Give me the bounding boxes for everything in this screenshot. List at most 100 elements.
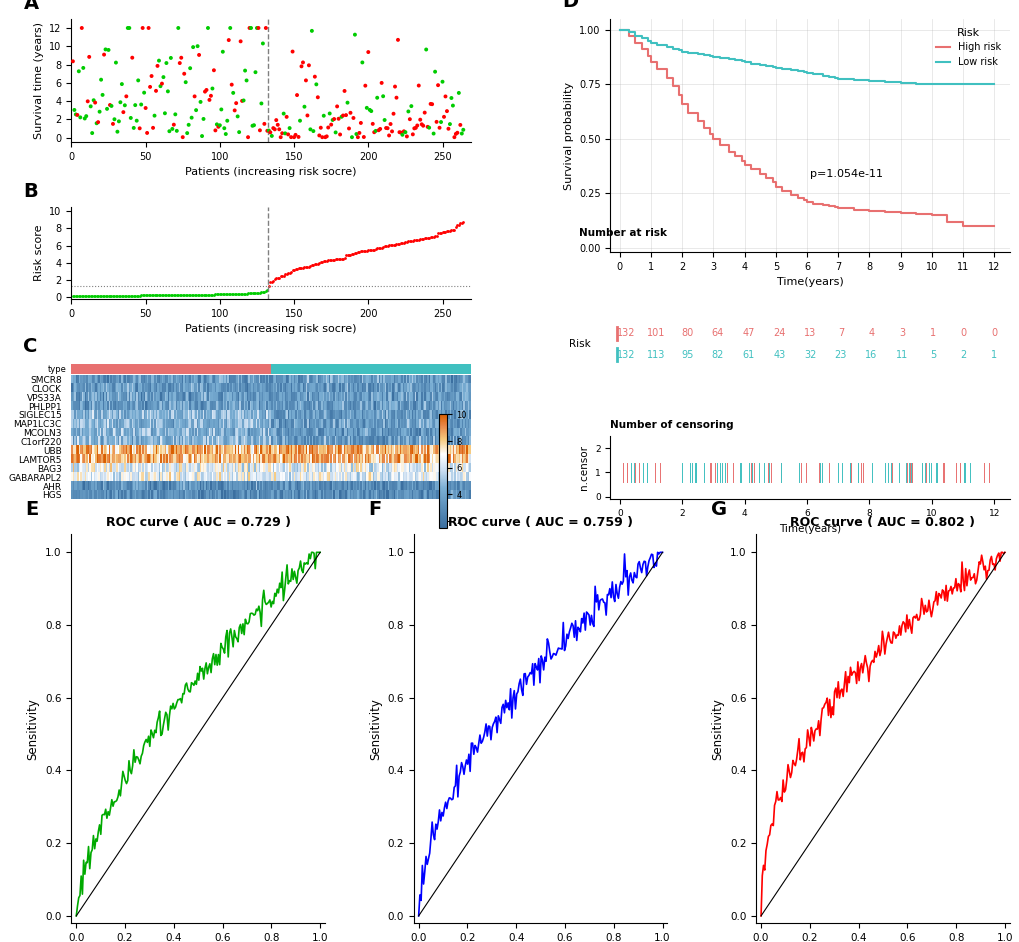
Point: [96, 47, 112, 62]
Point: [291, 261, 308, 276]
Point: [425, 229, 441, 244]
Point: [167, 106, 183, 122]
Point: [75, 60, 92, 75]
Point: [116, 98, 132, 113]
Point: [376, 239, 392, 254]
Point: [220, 286, 236, 301]
Text: E: E: [25, 499, 39, 519]
Point: [444, 98, 461, 113]
Point: [320, 253, 336, 268]
Point: [437, 224, 453, 239]
Point: [288, 88, 305, 103]
Point: [79, 288, 96, 303]
Point: [75, 288, 92, 303]
Point: [362, 242, 378, 257]
Point: [67, 289, 84, 304]
Text: 2: 2: [960, 349, 966, 360]
Point: [258, 21, 274, 36]
Point: [290, 129, 307, 144]
Point: [331, 127, 347, 142]
Point: [179, 287, 196, 302]
Point: [155, 70, 171, 85]
High risk: [650, 57, 662, 68]
Point: [378, 121, 394, 136]
Point: [296, 260, 312, 275]
Point: [118, 89, 135, 104]
Point: [345, 247, 362, 262]
Point: [406, 121, 422, 136]
Point: [310, 256, 326, 271]
Point: [279, 266, 296, 281]
Y-axis label: n.censor: n.censor: [579, 445, 589, 490]
Y-axis label: Survival probability: Survival probability: [564, 81, 573, 189]
Low risk: [894, 77, 906, 89]
Point: [186, 89, 203, 104]
Point: [307, 257, 323, 272]
Point: [301, 259, 317, 274]
Point: [83, 99, 99, 114]
Point: [155, 287, 171, 302]
Point: [428, 114, 444, 129]
Point: [76, 111, 93, 126]
Point: [258, 284, 274, 299]
Point: [201, 287, 217, 302]
Point: [366, 124, 382, 139]
Point: [337, 107, 354, 122]
Point: [454, 215, 471, 230]
Point: [330, 111, 346, 126]
Point: [403, 234, 419, 249]
Point: [372, 122, 388, 137]
Point: [373, 240, 389, 255]
Point: [112, 288, 128, 303]
Point: [119, 288, 136, 303]
Text: 113: 113: [647, 349, 665, 360]
Point: [299, 259, 315, 274]
Point: [141, 288, 157, 303]
Point: [337, 248, 354, 263]
Point: [217, 286, 233, 301]
Point: [238, 286, 255, 301]
Point: [111, 288, 127, 303]
Point: [139, 125, 155, 140]
Point: [141, 21, 157, 36]
Point: [246, 118, 262, 133]
Point: [233, 93, 250, 108]
Text: 16: 16: [864, 349, 876, 360]
Point: [405, 127, 421, 142]
Point: [274, 125, 290, 140]
Point: [277, 267, 293, 282]
Point: [353, 116, 369, 131]
Point: [209, 117, 225, 132]
Point: [331, 252, 347, 267]
Point: [302, 259, 318, 274]
Point: [450, 217, 467, 232]
High risk: [673, 89, 685, 101]
Point: [174, 287, 191, 302]
Point: [73, 21, 90, 36]
Point: [362, 103, 378, 118]
Point: [385, 106, 401, 122]
Point: [427, 64, 443, 79]
Point: [266, 271, 282, 286]
Point: [108, 55, 124, 70]
Point: [364, 242, 380, 257]
Point: [213, 286, 229, 301]
Point: [86, 288, 102, 303]
Point: [263, 275, 279, 290]
Point: [386, 237, 403, 252]
Point: [72, 110, 89, 125]
Point: [336, 251, 353, 266]
Point: [421, 230, 437, 245]
Point: [242, 286, 258, 301]
Point: [415, 118, 431, 133]
Text: 82: 82: [711, 349, 723, 360]
Point: [161, 123, 177, 138]
Point: [226, 286, 243, 301]
Point: [388, 236, 405, 252]
Point: [119, 21, 136, 36]
Point: [399, 234, 416, 249]
Point: [132, 97, 149, 112]
Point: [129, 288, 146, 303]
Point: [186, 287, 203, 302]
Point: [378, 238, 394, 253]
